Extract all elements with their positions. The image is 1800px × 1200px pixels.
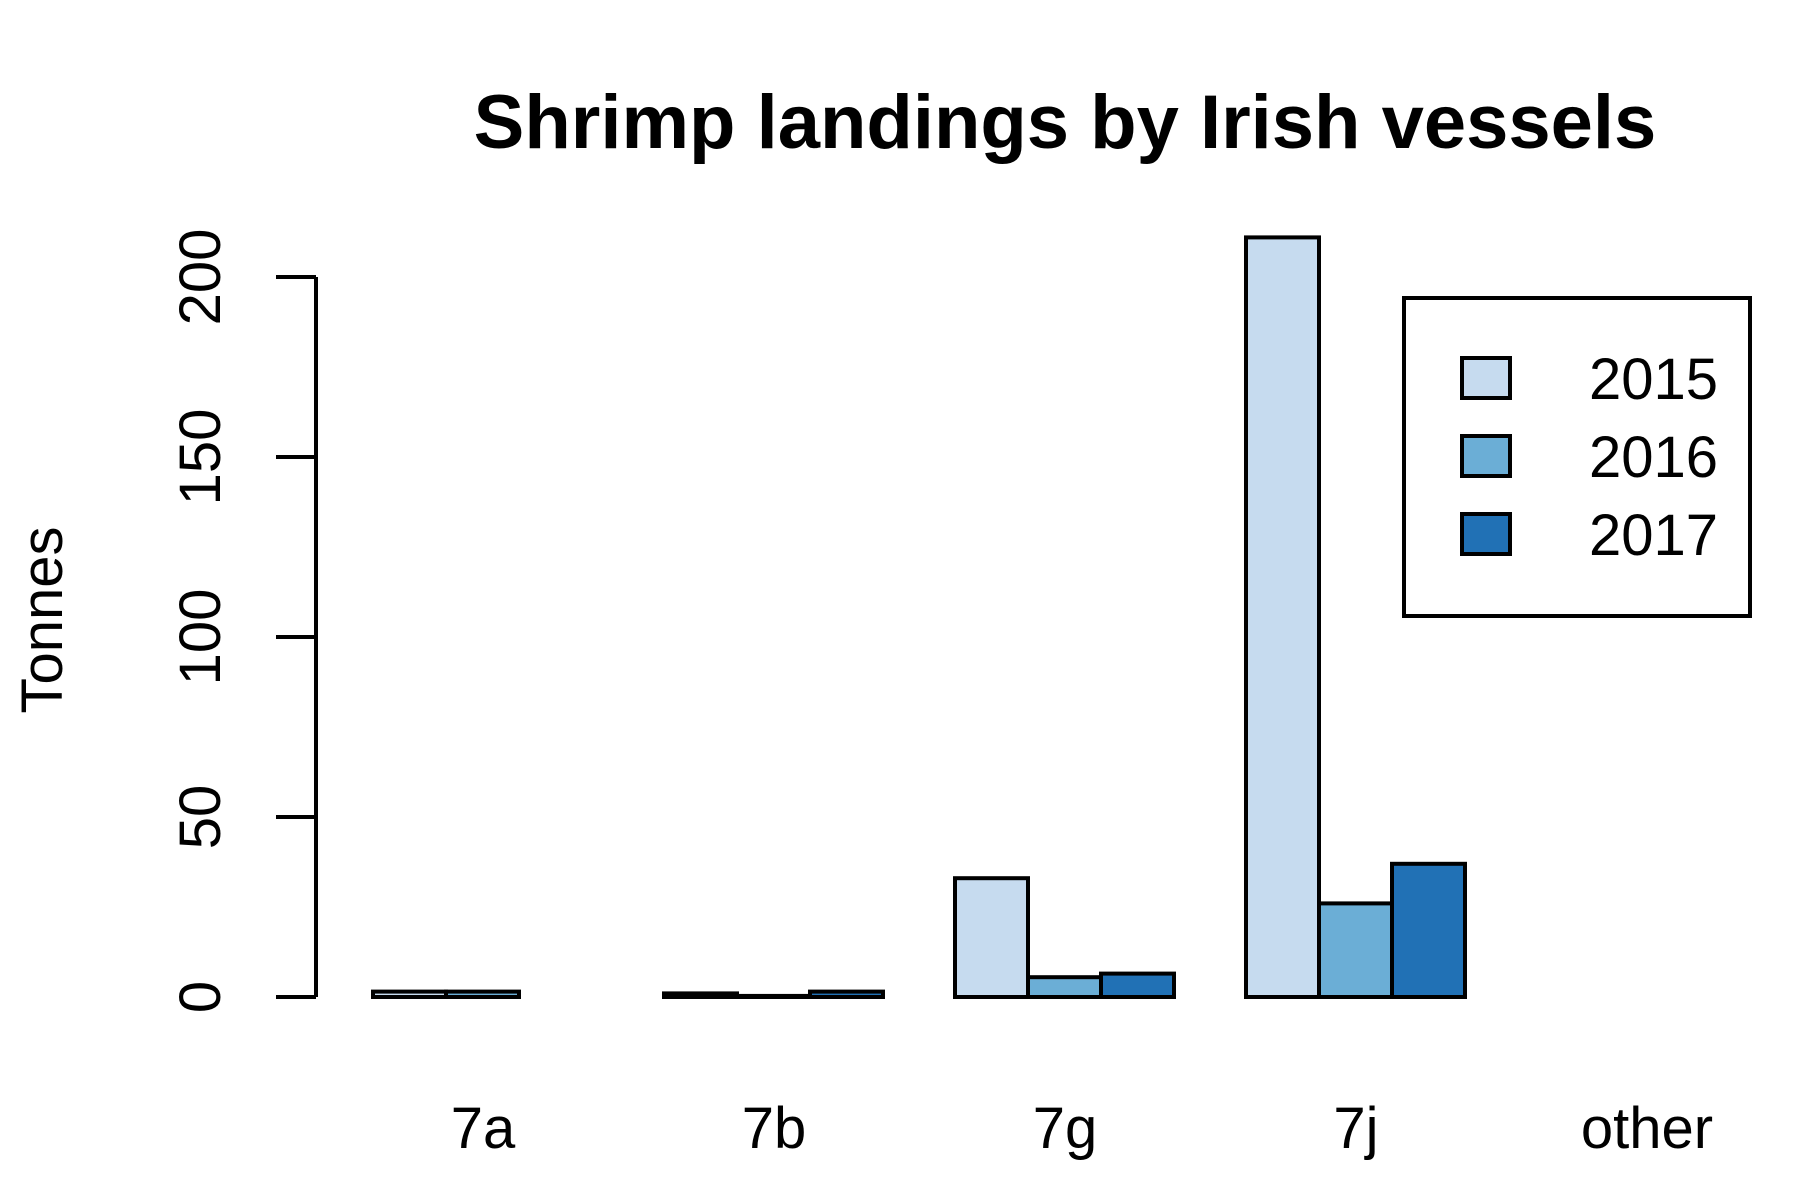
bar-7b-2016 (735, 993, 812, 999)
y-tick-label: 150 (168, 409, 233, 506)
y-axis-label: Tonnes (10, 526, 75, 713)
bar-7b-2017 (808, 989, 885, 999)
legend: 2015 2016 2017 (1402, 296, 1752, 618)
y-tick-label: 100 (168, 589, 233, 686)
bar-7g-2015 (953, 876, 1030, 1000)
bars (371, 235, 1467, 1000)
bar-7b-2015 (662, 991, 739, 1000)
bar-7a-2016 (444, 989, 521, 999)
bar-7g-2016 (1026, 975, 1103, 1000)
y-tick-label: 200 (168, 229, 233, 326)
y-tick-label: 50 (168, 785, 233, 850)
legend-swatch-2016 (1460, 434, 1512, 478)
bar-7g-2017 (1099, 971, 1176, 999)
legend-swatch-2017 (1460, 512, 1512, 556)
y-tick-label: 0 (168, 981, 233, 1013)
y-axis: 0 50 100 150 200 (168, 229, 318, 1013)
x-tick-label: 7g (1033, 1096, 1098, 1161)
legend-swatch-2015 (1460, 356, 1512, 400)
x-tick-label: 7b (742, 1096, 807, 1161)
x-axis-labels: 7a 7b 7g 7j other (451, 1096, 1713, 1161)
chart-title: Shrimp landings by Irish vessels (474, 80, 1657, 165)
legend-label-2015: 2015 (1589, 347, 1718, 412)
bar-7a-2015 (371, 989, 448, 999)
x-tick-label: other (1581, 1096, 1713, 1161)
x-tick-label: 7a (451, 1096, 516, 1161)
x-tick-label: 7j (1333, 1096, 1378, 1161)
legend-label-2016: 2016 (1589, 425, 1718, 490)
bar-7j-2017 (1390, 861, 1467, 999)
bar-7j-2015 (1244, 235, 1321, 999)
legend-label-2017: 2017 (1589, 503, 1718, 568)
bar-7j-2016 (1317, 901, 1394, 1000)
